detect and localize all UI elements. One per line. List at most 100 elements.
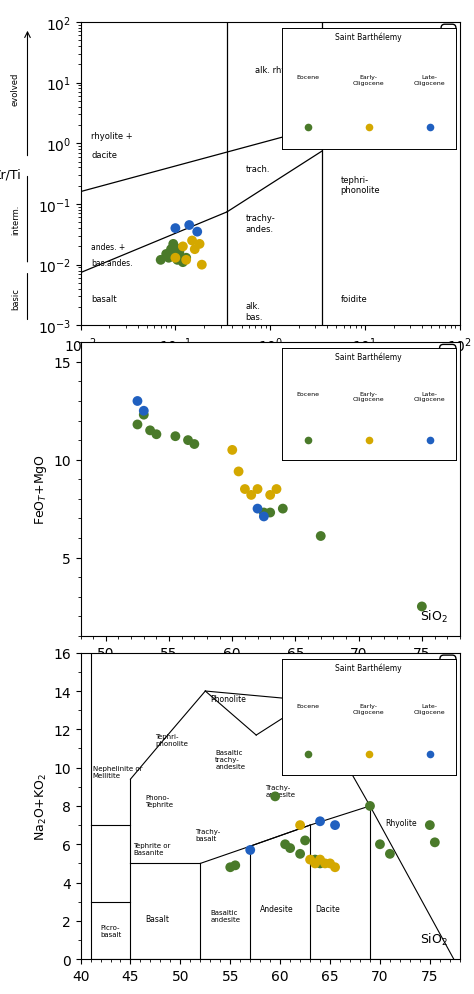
Point [172, 241, 179, 256]
Text: foidite: foidite [340, 295, 367, 304]
Point [179, 254, 187, 270]
Text: Nephelinite or
Mellitite: Nephelinite or Mellitite [92, 765, 142, 778]
Text: dacite: dacite [91, 150, 118, 160]
Point [301, 833, 309, 849]
Point [172, 428, 179, 444]
Text: Tephrite or
Basanite: Tephrite or Basanite [134, 842, 171, 855]
Point [418, 598, 426, 614]
Point [227, 860, 234, 876]
Point [191, 436, 198, 452]
Text: Picro-
basalt: Picro- basalt [100, 924, 122, 937]
Text: a: a [444, 659, 452, 672]
Point [140, 404, 147, 419]
Text: SiO$_2$: SiO$_2$ [420, 930, 448, 947]
Point [231, 858, 239, 874]
Point [260, 505, 268, 521]
Point [172, 221, 179, 237]
Point [260, 509, 268, 525]
Point [157, 252, 164, 268]
Y-axis label: Na$_2$O+KO$_2$: Na$_2$O+KO$_2$ [34, 772, 49, 840]
Text: interm.: interm. [11, 205, 20, 236]
Point [311, 852, 319, 868]
Point [246, 842, 254, 858]
Text: rhyolite +: rhyolite + [91, 132, 133, 141]
Point [386, 846, 394, 862]
Point [235, 464, 242, 480]
Point [331, 860, 339, 876]
Text: Tephri-
phonolite: Tephri- phonolite [155, 733, 188, 746]
Point [241, 482, 249, 498]
Point [167, 242, 175, 257]
Point [172, 248, 179, 264]
Point [165, 250, 173, 266]
Point [296, 817, 304, 833]
Point [316, 852, 324, 868]
Text: tephri-
phonolite: tephri- phonolite [340, 176, 380, 195]
Point [326, 856, 334, 872]
Text: Phonolite: Phonolite [210, 694, 246, 703]
Point [185, 218, 193, 234]
Y-axis label: FeO$_T$+MgO: FeO$_T$+MgO [33, 454, 49, 525]
Point [311, 856, 319, 872]
Point [316, 813, 324, 829]
Point [173, 252, 181, 268]
Text: trachy-
andes.: trachy- andes. [246, 214, 275, 234]
Point [193, 225, 201, 241]
Point [272, 788, 279, 804]
Text: andes. +: andes. + [91, 243, 126, 251]
Point [163, 247, 170, 262]
Text: alk. rhyolite: alk. rhyolite [255, 66, 305, 75]
Point [182, 250, 190, 266]
Point [140, 408, 147, 423]
Point [331, 817, 339, 833]
Point [153, 426, 160, 442]
Point [177, 250, 185, 266]
Point [175, 246, 183, 261]
Point [179, 240, 187, 255]
Text: — ultra-alk. →: — ultra-alk. → [287, 363, 345, 372]
Point [146, 423, 154, 439]
Point [316, 856, 324, 872]
Y-axis label: Zr/Ti: Zr/Ti [0, 168, 21, 181]
Text: Rhyolite: Rhyolite [385, 818, 417, 827]
Text: alk.
bas.: alk. bas. [246, 302, 263, 321]
Point [286, 840, 294, 856]
Text: SiO$_2$: SiO$_2$ [420, 608, 448, 624]
Text: Basaltic
trachy-
andesite: Basaltic trachy- andesite [215, 748, 246, 769]
Point [282, 837, 289, 853]
Text: Basalt: Basalt [146, 913, 169, 923]
Text: Dacite: Dacite [315, 905, 340, 913]
Text: bas.andes.: bas.andes. [91, 258, 133, 267]
Text: Andesite: Andesite [260, 905, 294, 913]
Text: evolved: evolved [11, 73, 20, 106]
Text: b: b [443, 349, 452, 362]
Point [134, 394, 141, 410]
Point [426, 817, 434, 833]
Point [247, 487, 255, 503]
Text: Phono-
Tephrite: Phono- Tephrite [146, 794, 173, 807]
Point [254, 482, 261, 498]
Point [296, 846, 304, 862]
Point [188, 234, 196, 249]
Point [321, 856, 329, 872]
Point [172, 250, 179, 266]
Text: basalt: basalt [91, 295, 117, 304]
Point [317, 529, 325, 545]
Text: Trachy-
andesite: Trachy- andesite [265, 784, 295, 797]
Point [196, 237, 203, 252]
Point [184, 432, 192, 448]
Text: basic: basic [11, 288, 20, 310]
Point [376, 837, 384, 853]
Text: c: c [445, 29, 452, 42]
Point [198, 257, 206, 273]
Point [182, 252, 190, 268]
Point [279, 501, 287, 517]
Point [266, 505, 274, 521]
Point [170, 237, 177, 252]
Point [175, 244, 183, 259]
Text: Trachydacite: Trachydacite [312, 747, 356, 753]
Text: trach.: trach. [246, 165, 270, 174]
Text: phonolite: phonolite [340, 121, 380, 130]
Point [366, 798, 374, 814]
Point [273, 482, 280, 498]
